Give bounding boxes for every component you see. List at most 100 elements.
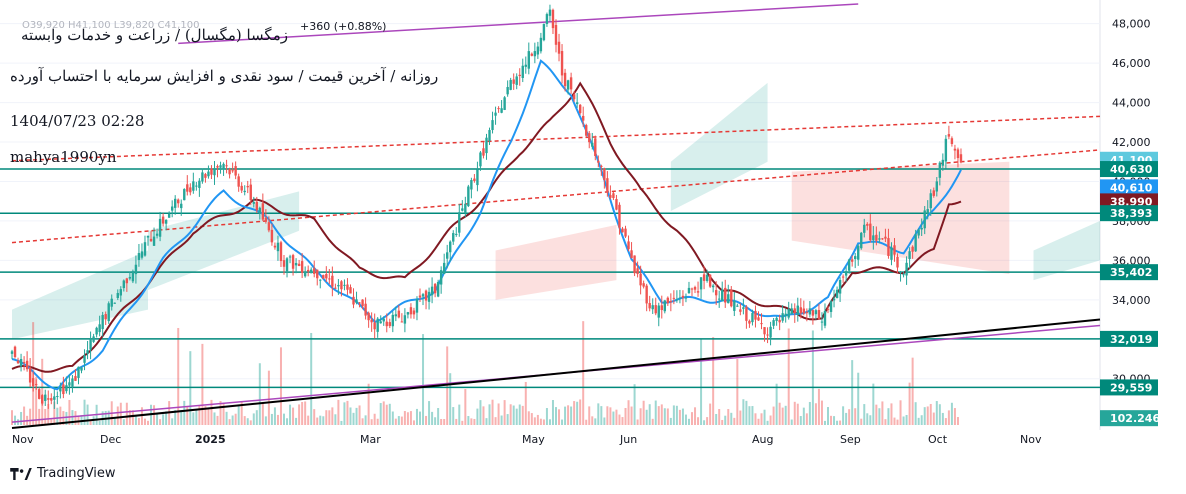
volume-bar [766,420,769,425]
candle-body [793,308,796,314]
volume-bar [666,408,669,425]
volume-bar [391,411,394,425]
candle-body [914,234,917,252]
volume-bar [425,415,428,425]
volume-bar [116,406,119,425]
volume-bar [597,403,600,425]
volume-bar [527,411,530,425]
volume-bar [851,360,854,425]
candle-body [65,385,68,392]
candle-body [554,24,558,45]
volume-bar [899,400,902,425]
volume-bar [938,404,941,425]
candle-body [887,238,890,256]
volume-bar [893,417,896,425]
tradingview-footer[interactable]: TradingView [10,466,116,481]
candle-body [464,203,467,214]
candle-body [775,317,778,321]
candle-body [252,202,255,204]
volume-bar [585,419,588,425]
volume-bar [264,416,267,425]
volume-bar [624,407,627,425]
candle-body [310,269,313,274]
volume-bar [648,404,651,425]
candle-body [391,314,394,327]
candle-body [714,290,718,296]
volume-bar [113,417,116,425]
candle-body [264,217,268,221]
volume-bar [249,420,252,425]
candle-body [527,51,530,69]
candle-body [572,94,576,100]
volume-bar [403,411,406,425]
volume-bar [715,414,718,425]
volume-bar [881,401,884,425]
volume-bar [222,402,225,425]
candle-body [745,306,748,321]
volume-bar [618,414,621,425]
volume-bar [814,403,817,425]
candle-body [225,165,228,167]
volume-bar [817,388,820,425]
volume-bar [177,327,180,425]
candle-body [503,97,506,110]
candle-body [757,317,760,321]
candle-body [367,312,370,321]
candle-body [352,296,355,305]
ticker-title: زمگسا (مگسال) / زراعت و خدمات وابسته [20,26,288,44]
candle-body [838,280,842,294]
volume-bar [228,419,231,425]
candle-body [325,273,328,279]
candle-body [38,389,41,399]
volume-bar [539,418,542,425]
candle-body [83,355,86,363]
volume-bar [663,408,666,425]
candle-body [276,242,280,252]
volume-bar [691,412,693,425]
candle-body [690,288,694,290]
candle-body [911,246,914,252]
candle-body [817,310,821,320]
candle-body [763,327,766,335]
candle-body [427,291,431,302]
candle-body [234,166,237,176]
volume-bar [128,410,131,425]
volume-bar [576,401,579,425]
volume-bar [470,418,473,425]
cloud-span [1033,220,1100,281]
price-badge-label: 40,630 [1110,163,1153,176]
volume-bar [793,401,796,425]
volume-bar [310,332,313,425]
volume-bar [358,405,361,425]
candle-body [606,178,609,193]
candle-body [216,166,219,168]
volume-bar [29,408,32,425]
volume-bar [186,407,189,425]
candle-body [62,384,65,395]
volume-bar [464,389,467,425]
candle-body [811,310,815,316]
volume-bar [594,418,597,425]
candle-body [657,305,660,318]
volume-bar [237,404,240,425]
candle-body [113,302,116,304]
volume-bar [724,415,727,425]
volume-bar [385,404,388,425]
candle-body [832,298,836,301]
volume-bar [122,419,125,425]
volume-bar [292,407,295,425]
volume-bar [479,400,482,425]
candle-body [639,273,642,286]
volume-bar [953,408,956,425]
candle-body [748,320,751,324]
volume-bar [276,414,279,425]
volume-bar [47,403,50,425]
volume-bar [382,401,385,425]
volume-bar [784,405,787,425]
volume-bar [781,407,784,425]
volume-bar [678,409,681,425]
candle-body [778,319,781,323]
candle-body [497,108,500,110]
time-tick-label: Dec [100,433,121,446]
